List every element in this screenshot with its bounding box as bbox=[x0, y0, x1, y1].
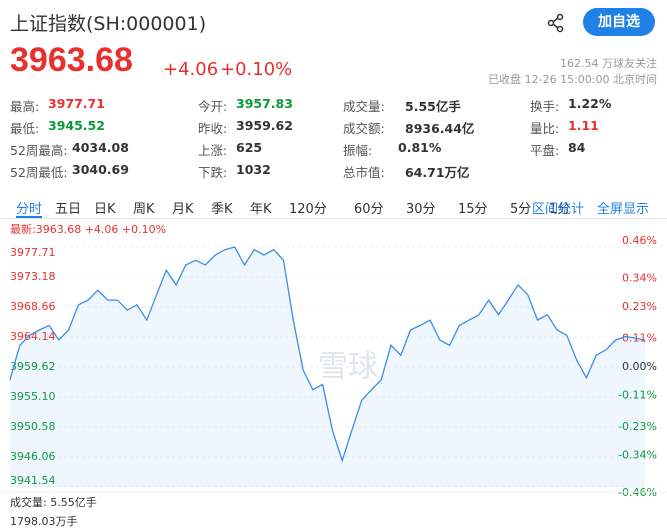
y-tick-label: 3946.06 bbox=[10, 450, 56, 463]
y-tick-label: 3968.66 bbox=[10, 300, 56, 313]
add-watchlist-button[interactable]: 加自选 bbox=[583, 8, 655, 36]
change: +4.06 bbox=[163, 59, 219, 80]
y-tick-label: 3977.71 bbox=[10, 246, 56, 259]
y-tick-label: 3973.18 bbox=[10, 270, 56, 283]
period-tab[interactable]: 年K bbox=[250, 202, 272, 217]
stat-value: 625 bbox=[236, 140, 263, 155]
active-underline bbox=[16, 216, 42, 218]
followers: 162.54 万球友关注 bbox=[560, 57, 657, 70]
stat-label: 量比: bbox=[530, 121, 560, 136]
period-tab[interactable]: 120分 bbox=[289, 202, 327, 217]
stat-value: 3959.62 bbox=[236, 118, 293, 133]
stat-label: 成交额: bbox=[343, 121, 385, 136]
latest-label: 最新:3963.68 +4.06 +0.10% bbox=[10, 222, 166, 236]
stat-value: 3977.71 bbox=[48, 96, 105, 111]
period-tab[interactable]: 季K bbox=[211, 202, 233, 217]
stat-label: 平盘: bbox=[530, 143, 560, 158]
stat-label: 最低: bbox=[10, 121, 40, 136]
price-area bbox=[10, 247, 645, 487]
price: 3963.68 bbox=[10, 41, 133, 79]
period-tab[interactable]: 1分 bbox=[549, 202, 571, 217]
y2-tick-label: -0.23% bbox=[618, 420, 657, 433]
y2-tick-label: -0.11% bbox=[618, 389, 657, 402]
period-tab[interactable]: 五日 bbox=[55, 202, 82, 217]
market-status: 已收盘 12-26 15:00:00 北京时间 bbox=[488, 73, 657, 86]
period-tab[interactable]: 月K bbox=[172, 202, 194, 217]
stat-value: 8936.44亿 bbox=[405, 121, 475, 136]
stat-label: 成交量: bbox=[343, 99, 385, 114]
y2-tick-label: -0.34% bbox=[618, 449, 657, 462]
tool-link[interactable]: 区间统计 bbox=[532, 202, 585, 217]
stat-value: 3040.69 bbox=[72, 162, 129, 177]
stat-value: 1.22% bbox=[568, 96, 612, 111]
period-tab[interactable]: 15分 bbox=[458, 202, 488, 217]
intraday-chart: 最新:3963.68 +4.06 +0.10%雪球3941.543946.063… bbox=[0, 222, 667, 528]
stat-value: 3957.83 bbox=[236, 96, 293, 111]
y2-tick-label: 0.11% bbox=[622, 331, 657, 344]
stat-value: 0.81% bbox=[398, 140, 442, 155]
y2-tick-label: 0.00% bbox=[622, 360, 657, 373]
y2-tick-label: 0.23% bbox=[622, 300, 657, 313]
price-line bbox=[9, 246, 646, 463]
stat-label: 总市值: bbox=[343, 165, 385, 180]
stat-label: 下跌: bbox=[198, 165, 228, 180]
stat-value: 5.55亿手 bbox=[405, 99, 461, 114]
share-icon[interactable] bbox=[546, 13, 566, 33]
stat-label: 52周最高: bbox=[10, 143, 68, 158]
stat-label: 最高: bbox=[10, 99, 40, 114]
stat-value: 64.71万亿 bbox=[405, 165, 470, 180]
change-percent: +0.10% bbox=[220, 59, 293, 80]
y-tick-label: 3955.10 bbox=[10, 390, 56, 403]
period-tab[interactable]: 日K bbox=[94, 202, 116, 217]
period-tab[interactable]: 60分 bbox=[354, 202, 384, 217]
y-tick-label: 3964.14 bbox=[10, 330, 56, 343]
period-tab[interactable]: 周K bbox=[133, 202, 155, 217]
period-tab[interactable]: 分时 bbox=[16, 202, 43, 217]
stat-value: 4034.08 bbox=[72, 140, 129, 155]
volume-max: 1798.03万手 bbox=[10, 514, 78, 528]
y-tick-label: 3941.54 bbox=[10, 474, 56, 487]
stat-label: 昨收: bbox=[198, 121, 228, 136]
period-tabs: 分时 五日 日K 周K 月K 季K 年K 120分 60分 30分 15分 5分 1分 区间统计 全屏显示 bbox=[0, 192, 667, 219]
stat-value: 1032 bbox=[236, 162, 271, 177]
y2-tick-label: 0.46% bbox=[622, 234, 657, 247]
y-tick-label: 3950.58 bbox=[10, 420, 56, 433]
stat-label: 换手: bbox=[530, 99, 560, 114]
period-tab[interactable]: 30分 bbox=[406, 202, 436, 217]
stat-value: 3945.52 bbox=[48, 118, 105, 133]
volume-label: 成交量: 5.55亿手 bbox=[10, 495, 97, 509]
y-tick-label: 3959.62 bbox=[10, 360, 56, 373]
stat-label: 上涨: bbox=[198, 143, 228, 158]
stat-label: 52周最低: bbox=[10, 165, 68, 180]
stat-label: 振幅: bbox=[343, 143, 373, 158]
y2-tick-label: 0.34% bbox=[622, 271, 657, 284]
period-tab[interactable]: 5分 bbox=[510, 202, 532, 217]
stock-title: 上证指数(SH:000001) bbox=[10, 13, 207, 35]
stat-value: 84 bbox=[568, 140, 586, 155]
tool-link[interactable]: 全屏显示 bbox=[597, 202, 650, 217]
stat-label: 今开: bbox=[198, 99, 228, 114]
stat-value: 1.11 bbox=[568, 118, 599, 133]
